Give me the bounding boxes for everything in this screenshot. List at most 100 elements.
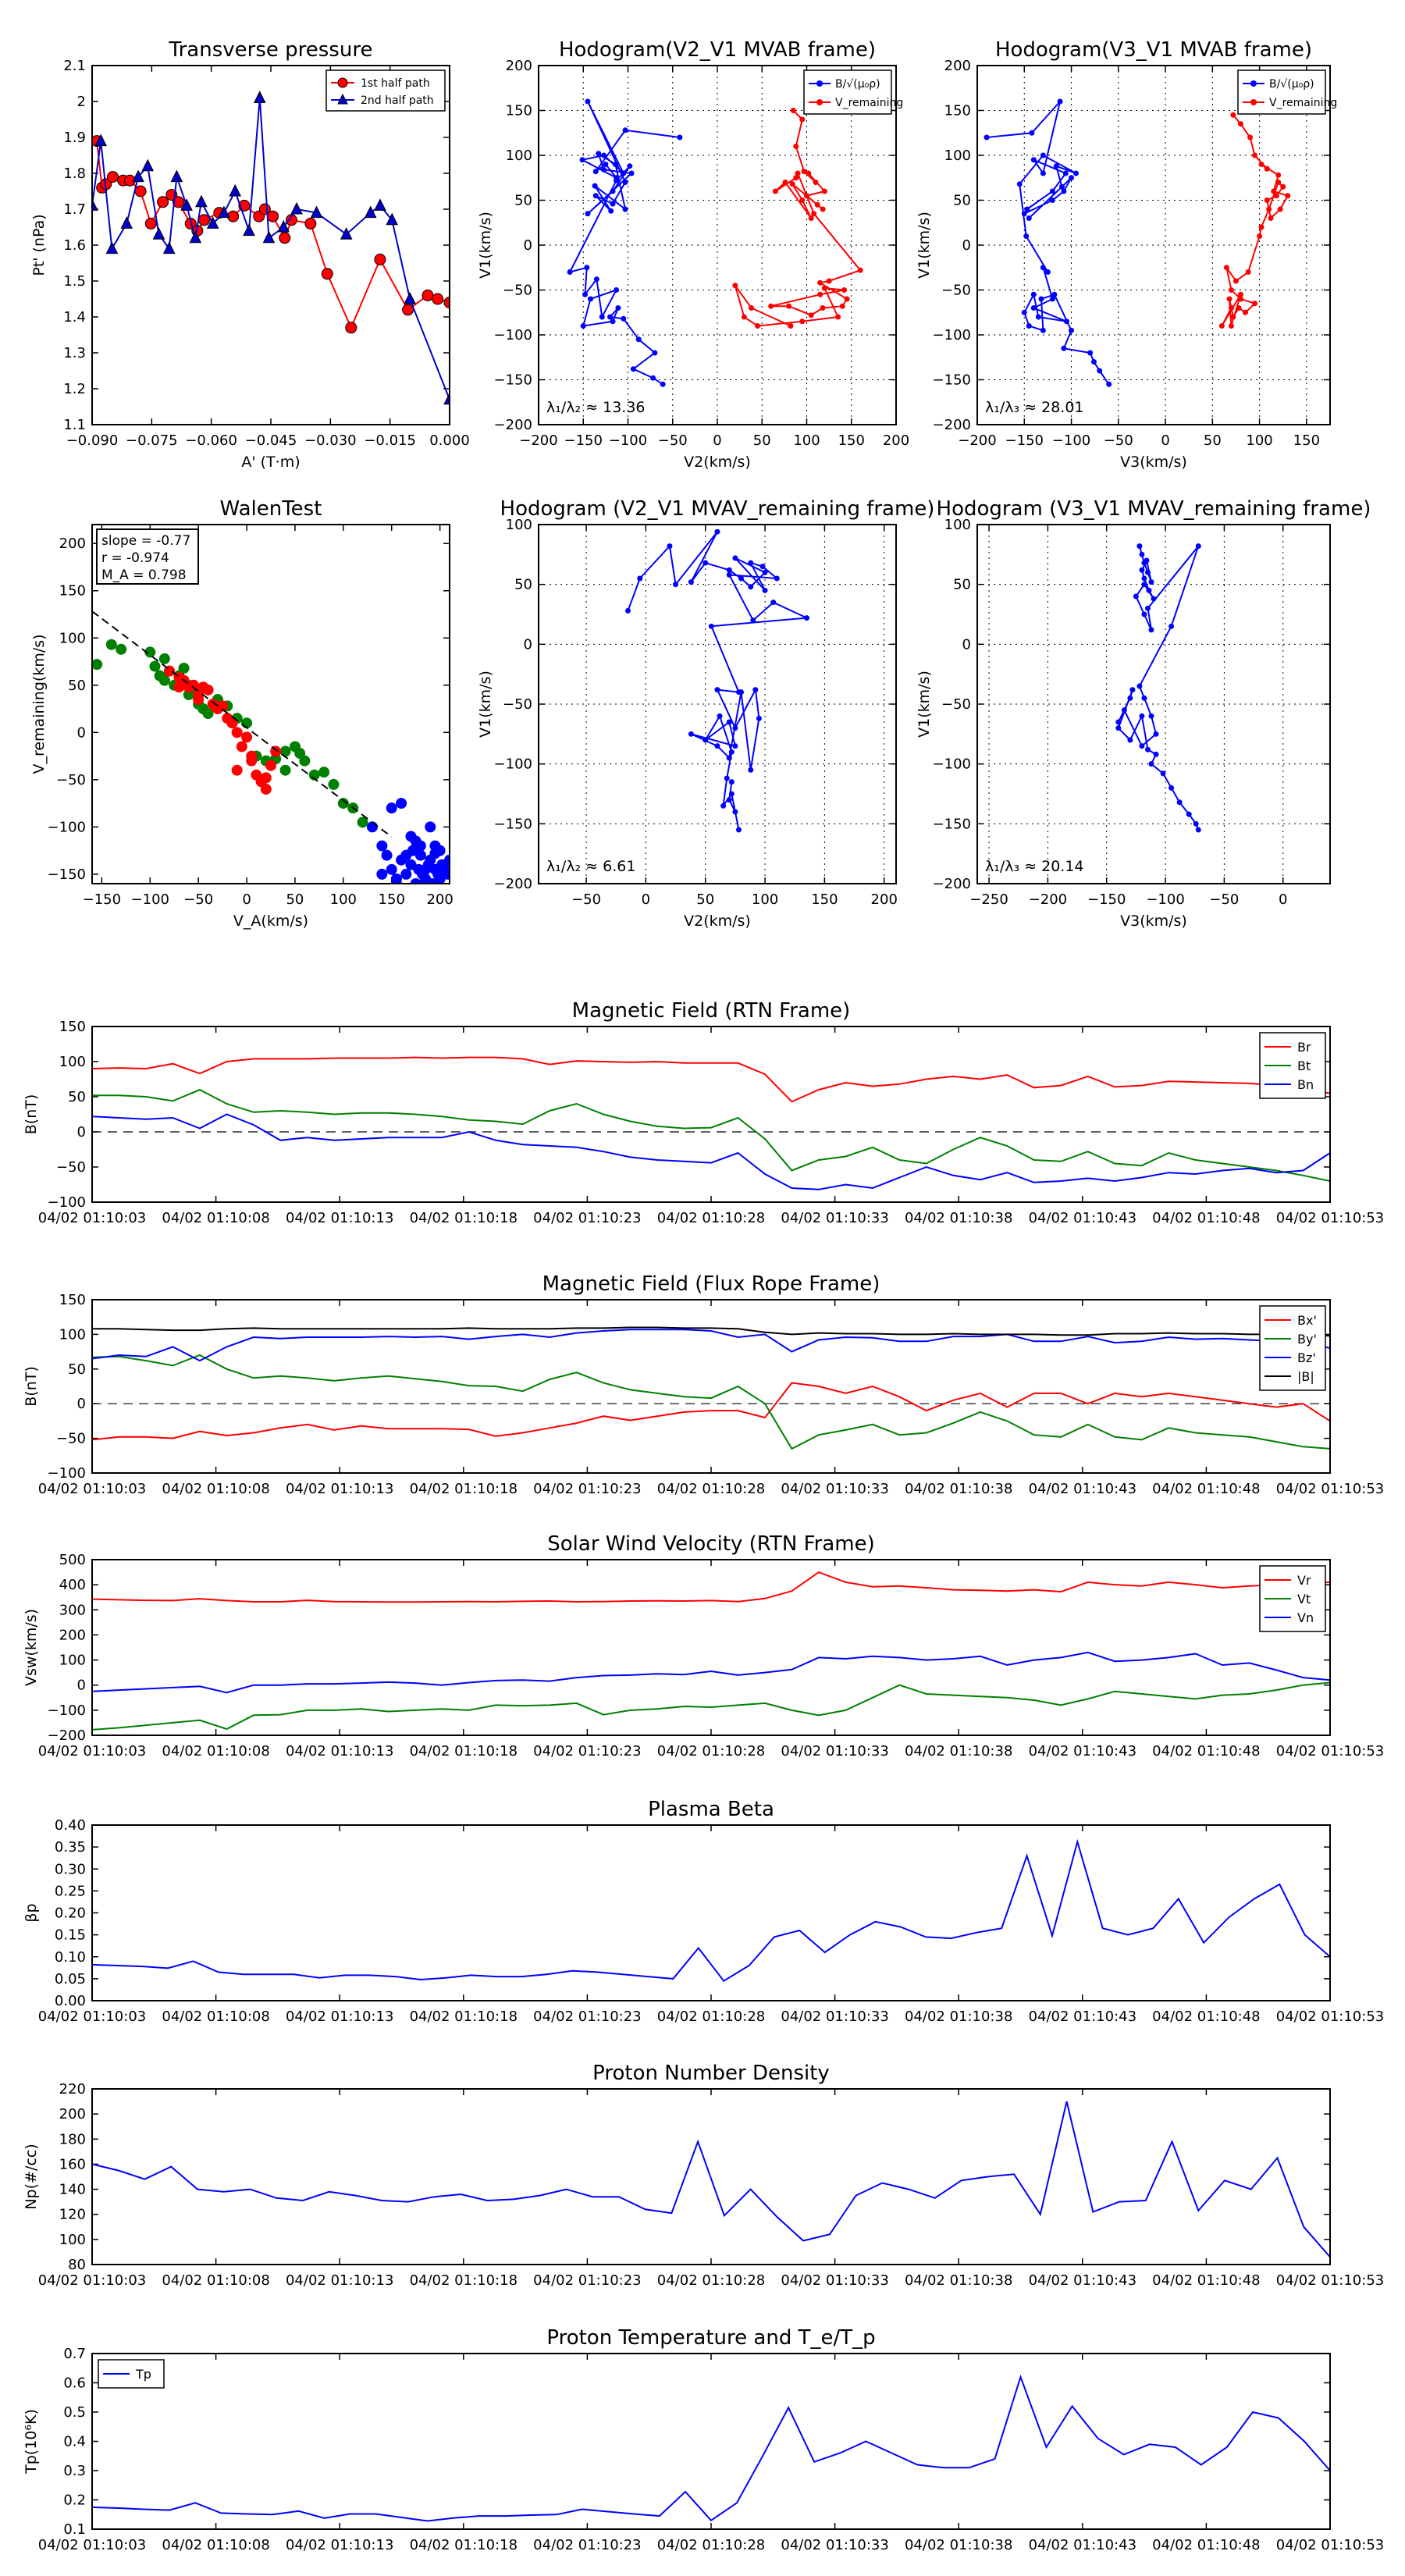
hodo1-point xyxy=(820,305,826,311)
hodo4-point xyxy=(1144,569,1151,575)
hodo3-point xyxy=(732,809,738,815)
hodo1-point xyxy=(621,170,627,176)
hodo1-frame xyxy=(538,65,897,425)
hodo4-point xyxy=(1127,737,1133,743)
hodo2-xtick-label: 150 xyxy=(1293,432,1320,449)
ts_vel-xtick-label: 04/02 01:10:23 xyxy=(533,1743,641,1759)
ts_mag_rtn-panel: Magnetic Field (RTN Frame) −100 −50 0 50 100 1… xyxy=(23,999,1384,1226)
pressure-point xyxy=(402,304,414,316)
ts_density-ytick-label: 160 xyxy=(59,2156,86,2172)
walen-point xyxy=(236,741,247,753)
hodo2-point xyxy=(1026,323,1032,329)
hodo2-point xyxy=(1051,291,1058,297)
hodo1-point xyxy=(801,169,807,175)
hodo2-point xyxy=(1237,291,1243,297)
hodo2-point xyxy=(1232,278,1239,284)
hodo2-point xyxy=(1021,211,1027,217)
ts_vel-xtick-label: 04/02 01:10:43 xyxy=(1029,1743,1136,1759)
hodo3-point xyxy=(735,827,742,833)
hodo2-point xyxy=(1058,183,1065,190)
ts_temp-xtick-label: 04/02 01:10:08 xyxy=(162,2537,269,2553)
hodo2-xtick-label: −150 xyxy=(1005,432,1044,449)
ts_beta-xtick-label: 04/02 01:10:08 xyxy=(162,2008,269,2025)
hodo1-point xyxy=(603,162,609,167)
hodo2-ratio-annotation: λ₁/λ₃ ≈ 28.01 xyxy=(985,399,1084,416)
walen-point xyxy=(429,848,441,859)
ts_vel-legend-label: Vr xyxy=(1297,1573,1311,1588)
ts_density-title: Proton Number Density xyxy=(592,2062,830,2085)
ts_beta-ytick-label: 0.05 xyxy=(55,1971,86,1987)
hodo2-point xyxy=(1252,152,1258,158)
hodo2-point xyxy=(1266,206,1272,212)
ts_mag_rtn-legend-label: Bn xyxy=(1297,1077,1314,1092)
hodo3-ytick-label: −100 xyxy=(494,756,532,773)
ts_mag_fr-xtick-label: 04/02 01:10:33 xyxy=(781,1481,888,1497)
ts_mag_fr-xtick-label: 04/02 01:10:08 xyxy=(162,1481,269,1497)
hodo1-xtick-label: 0 xyxy=(713,432,721,449)
ts_mag_fr-xtick-label: 04/02 01:10:23 xyxy=(533,1481,641,1497)
hodo4-point xyxy=(1141,611,1147,617)
pressure-point xyxy=(198,214,211,226)
hodo1-point xyxy=(660,381,666,387)
hodo2-legend-label: V_remaining xyxy=(1269,97,1337,109)
ts_mag_rtn-xtick-label: 04/02 01:10:28 xyxy=(657,1210,765,1226)
ts_temp-xtick-label: 04/02 01:10:13 xyxy=(286,2537,393,2553)
hodo3-point xyxy=(762,569,768,575)
walen-point xyxy=(400,868,412,880)
pressure-ytick-label: 1.6 xyxy=(63,237,86,254)
hodo1-point xyxy=(857,267,863,273)
pressure-plot-area xyxy=(92,91,450,405)
hodo2-point xyxy=(1038,296,1044,302)
hodo4-frame xyxy=(976,524,1331,884)
hodo1-legend-label: V_remaining xyxy=(835,97,903,109)
hodo2-point xyxy=(1280,183,1286,190)
ts_vel-ytick-label: 100 xyxy=(59,1653,86,1669)
hodo1-point xyxy=(826,278,832,284)
hodo3-point xyxy=(774,575,780,582)
hodo3-point xyxy=(738,575,745,582)
ts_vel-series-line-0 xyxy=(92,1571,1330,1603)
ts_density-ytick-label: 140 xyxy=(59,2182,86,2198)
hodo1-point xyxy=(821,188,827,194)
ts_density-xtick-label: 04/02 01:10:43 xyxy=(1029,2272,1136,2289)
pressure-ytick-label: 1.8 xyxy=(63,165,86,182)
ts_mag_fr-xtick-label: 04/02 01:10:43 xyxy=(1029,1481,1136,1497)
hodo3-xtick-label: 50 xyxy=(696,891,714,908)
ts_density-xtick-label: 04/02 01:10:13 xyxy=(286,2272,393,2289)
pressure-panel: Transverse pressure −0.090 −0.075 −0.060 −0.… xyxy=(30,38,470,471)
ts_temp-ytick-label: 0.2 xyxy=(63,2492,86,2509)
ts_mag_fr-series-line-1 xyxy=(92,1354,1330,1450)
ts_temp-ytick-label: 0.3 xyxy=(63,2463,86,2479)
pressure-point xyxy=(94,133,108,147)
hodo1-point xyxy=(628,170,635,176)
hodo1-ytick-label: 200 xyxy=(506,58,532,74)
walen-point xyxy=(158,674,170,686)
hodo1-xtick-label: 200 xyxy=(883,432,909,449)
hodo2-point xyxy=(984,134,990,141)
hodo4-ytick-label: 0 xyxy=(962,636,971,653)
hodo1-point xyxy=(599,314,605,320)
hodo4-point xyxy=(1148,761,1154,767)
hodo4-point xyxy=(1186,811,1192,817)
hodo3-point xyxy=(732,555,738,561)
ts_mag_fr-legend-label: By' xyxy=(1297,1332,1317,1347)
pressure-xtick-label: 0.000 xyxy=(429,432,470,449)
ts_temp-xtick-label: 04/02 01:10:48 xyxy=(1152,2537,1260,2553)
pressure-point xyxy=(374,198,386,211)
hodo1-point xyxy=(614,287,620,293)
hodo4-point xyxy=(1144,605,1151,611)
hodo1-point xyxy=(614,177,620,183)
walen-point xyxy=(265,760,276,771)
walen-point xyxy=(105,639,117,650)
pressure-point xyxy=(277,219,290,233)
hodo2-point xyxy=(1073,170,1080,176)
hodo1-point xyxy=(608,208,614,214)
ts_vel-xtick-label: 04/02 01:10:08 xyxy=(162,1743,269,1759)
pressure-ylabel: Pt' (nPa) xyxy=(30,214,48,276)
walen-point xyxy=(246,750,258,762)
walen-ytick-label: −100 xyxy=(48,819,86,835)
hodo3-point xyxy=(708,623,714,629)
walen-point xyxy=(231,727,243,738)
ts_beta-xtick-label: 04/02 01:10:53 xyxy=(1276,2008,1384,2025)
